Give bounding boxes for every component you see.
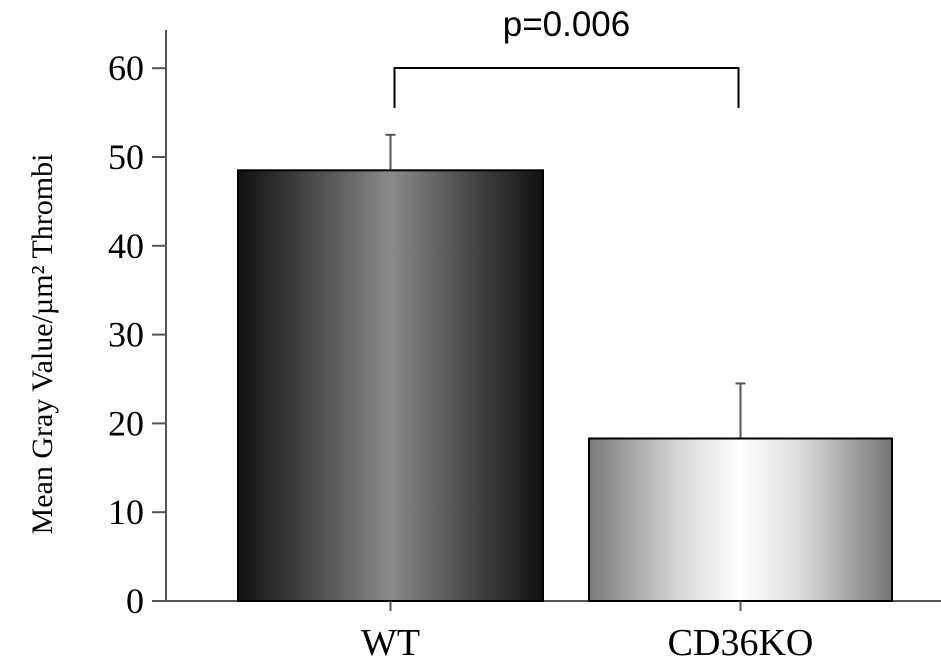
bar-wt	[237, 169, 544, 602]
y-tick-label: 50	[108, 137, 144, 177]
p-value-annotation: p=0.006	[503, 5, 631, 44]
y-tick-label: 10	[108, 492, 144, 532]
y-tick-label: 60	[108, 48, 144, 88]
significance-bracket	[393, 67, 740, 108]
y-axis-title: Mean Gray Value/µm² Thrombi	[26, 154, 59, 535]
y-tick-label: 0	[126, 581, 144, 621]
x-category-label: CD36KO	[668, 622, 814, 663]
bar-cd36ko	[588, 437, 893, 602]
y-tick-label: 40	[108, 226, 144, 266]
y-tick-label: 20	[108, 403, 144, 443]
y-tick-label: 30	[108, 315, 144, 355]
x-category-label: WT	[361, 622, 420, 663]
